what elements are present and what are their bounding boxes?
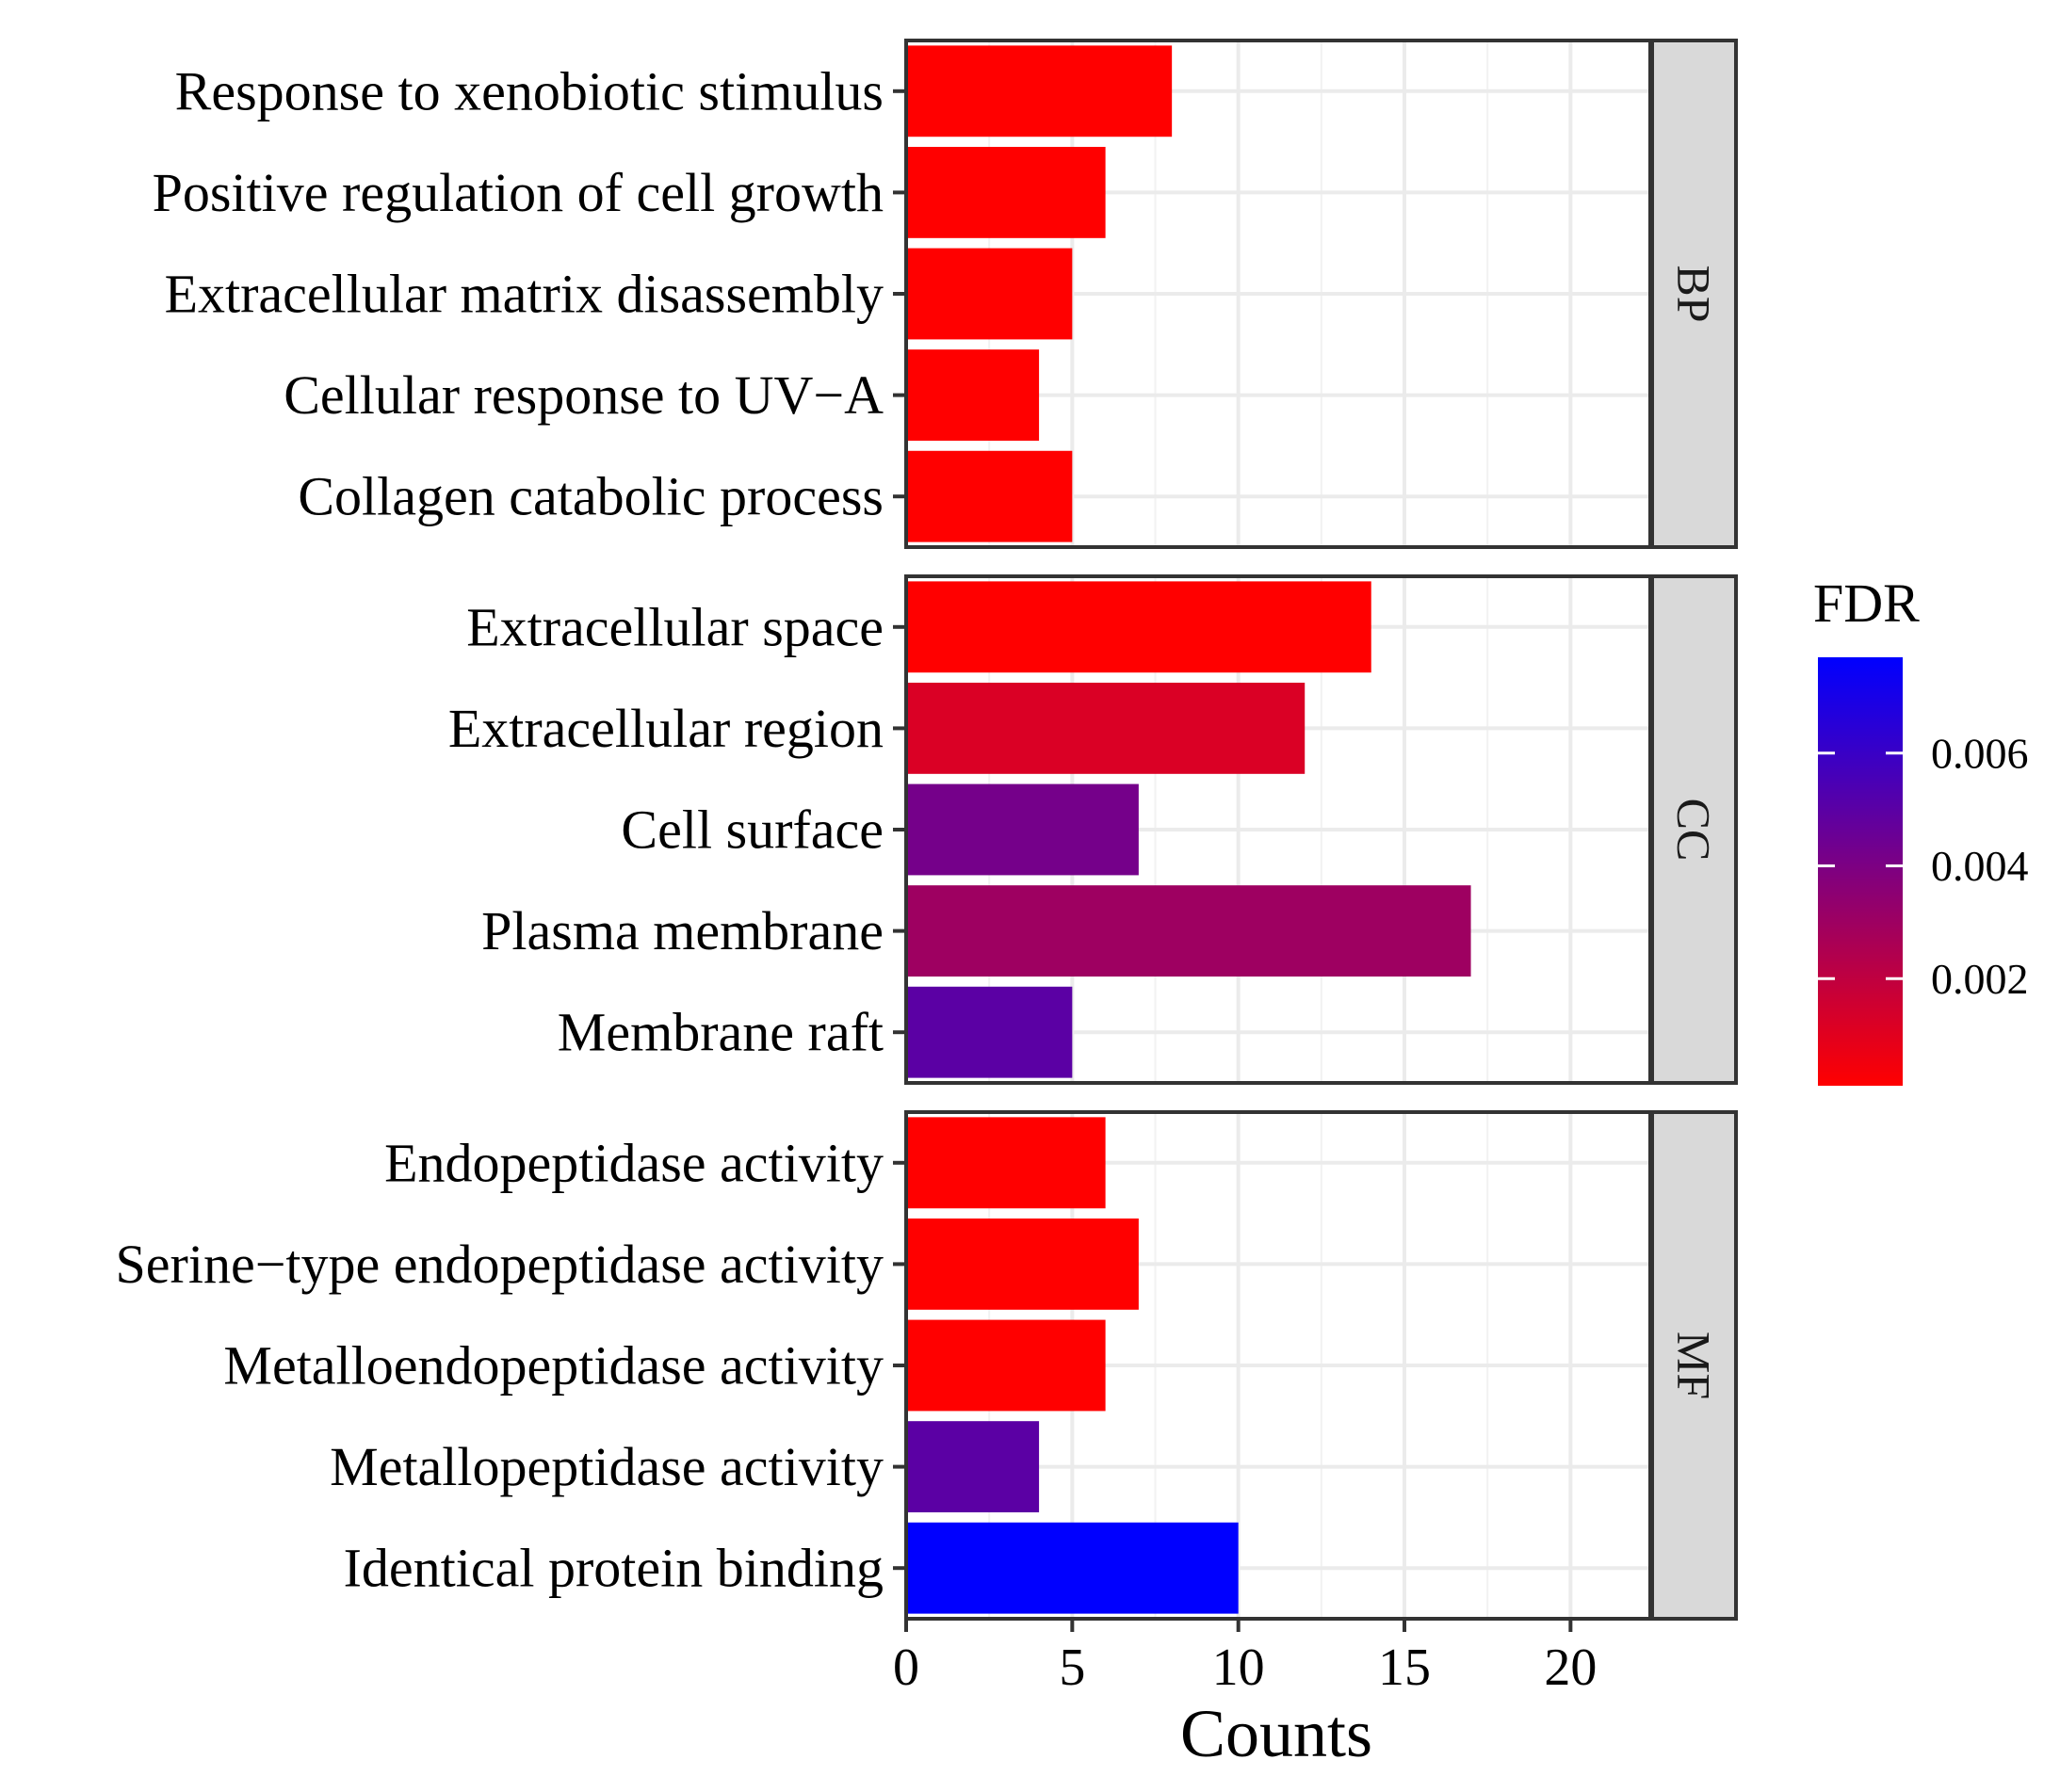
facet-strip	[1650, 574, 1738, 1085]
facet-strip-label: CC	[1668, 799, 1721, 862]
facet-strip	[1650, 1110, 1738, 1621]
x-axis: Counts 0 5 10 15 20	[893, 1619, 1597, 1771]
bar-bp-4	[906, 349, 1040, 442]
category-label: Plasma membrane	[481, 900, 884, 961]
category-label: Extracellular space	[466, 596, 884, 657]
category-label: Metalloendopeptidase activity	[223, 1335, 884, 1396]
legend-tick-label: 0.004	[1931, 842, 2029, 890]
bar-cc-4	[906, 885, 1471, 977]
bar-mf-4	[906, 1421, 1040, 1513]
facet-panel-cc: Extracellular space Extracellular region C…	[448, 574, 1738, 1085]
category-label: Endopeptidase activity	[384, 1132, 884, 1193]
bar-bp-5	[906, 450, 1073, 542]
legend-tick-label: 0.006	[1931, 729, 2029, 777]
facet-panel-mf: Endopeptidase activity Serine−type endope…	[116, 1110, 1738, 1621]
facet-strip-label: BP	[1668, 265, 1721, 322]
x-tick-label: 10	[1212, 1639, 1265, 1697]
category-label: Identical protein binding	[344, 1538, 884, 1599]
x-axis-title: Counts	[1180, 1696, 1372, 1771]
facet-strip	[1650, 39, 1738, 549]
category-label: Collagen catabolic process	[298, 466, 884, 527]
facet-strip-label: MF	[1668, 1332, 1721, 1399]
legend-colorbar	[1818, 657, 1903, 1086]
category-label: Membrane raft	[558, 1002, 884, 1063]
legend-title: FDR	[1813, 573, 1920, 634]
category-label: Extracellular matrix disassembly	[165, 264, 884, 325]
legend-tick-label: 0.002	[1931, 955, 2029, 1003]
bar-mf-5	[906, 1522, 1239, 1614]
bar-cc-1	[906, 581, 1371, 673]
bar-cc-5	[906, 986, 1073, 1078]
category-label: Cellular response to UV−A	[284, 364, 884, 426]
category-label: Positive regulation of cell growth	[153, 162, 884, 223]
bar-cc-3	[906, 783, 1139, 876]
bar-mf-2	[906, 1218, 1139, 1310]
bar-mf-1	[906, 1117, 1106, 1209]
facet-panel-bp: Response to xenobiotic stimulus Positive …	[153, 39, 1738, 549]
x-tick-label: 15	[1378, 1639, 1431, 1697]
category-label: Metallopeptidase activity	[330, 1436, 884, 1497]
x-tick-label: 5	[1059, 1639, 1085, 1697]
x-tick-label: 0	[893, 1639, 919, 1697]
bar-mf-3	[906, 1319, 1106, 1412]
bar-cc-2	[906, 682, 1306, 774]
category-label: Cell surface	[621, 799, 884, 861]
bar-bp-1	[906, 45, 1173, 137]
category-label: Extracellular region	[448, 698, 884, 759]
x-tick-label: 20	[1544, 1639, 1597, 1697]
category-label: Serine−type endopeptidase activity	[116, 1234, 884, 1295]
fdr-legend: FDR 0.002 0.004 0.006	[1813, 573, 2029, 1086]
bar-bp-3	[906, 248, 1073, 340]
category-label: Response to xenobiotic stimulus	[175, 60, 884, 121]
bar-bp-2	[906, 146, 1106, 238]
facet-panels: Response to xenobiotic stimulus Positive …	[116, 39, 1738, 1621]
